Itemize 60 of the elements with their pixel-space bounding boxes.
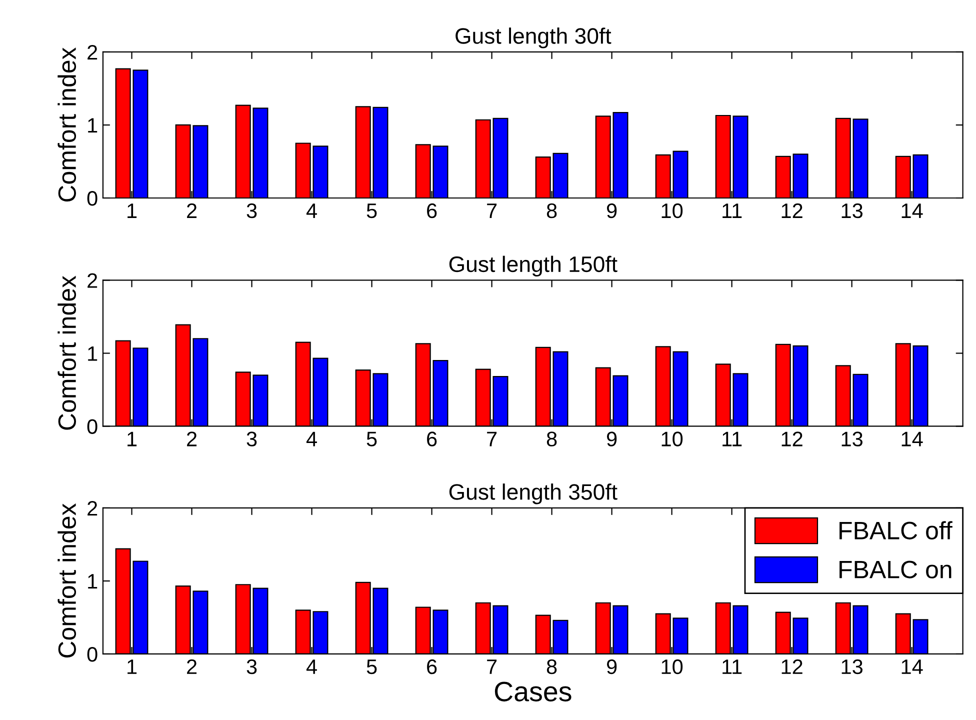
x-tick-label: 14 (902, 660, 923, 674)
chart-title: Gust length 150ft (449, 256, 618, 276)
x-tick-label: 9 (606, 203, 617, 218)
x-tick-label: 3 (246, 659, 257, 674)
legend-label: FBALC off (840, 521, 952, 540)
x-tick-label: 8 (546, 203, 557, 218)
x-tick-label: 13 (842, 659, 862, 674)
x-tick-label: 6 (427, 659, 437, 674)
x-tick-label: 10 (662, 432, 683, 446)
x-tick-label: 5 (366, 204, 377, 218)
y-tick-label: 0 (87, 646, 98, 662)
x-tick-label: 8 (546, 659, 557, 674)
y-tick-label: 1 (88, 346, 98, 361)
x-tick-label: 11 (722, 432, 742, 446)
x-tick-label: 12 (782, 659, 802, 674)
y-tick-label: 2 (88, 44, 98, 60)
x-tick-label: 6 (427, 432, 437, 446)
x-tick-label: 1 (128, 660, 137, 674)
x-tick-label: 4 (306, 660, 317, 674)
x-tick-label: 1 (128, 432, 137, 446)
y-axis-title: Comfort index (58, 276, 76, 430)
x-tick-label: 1 (128, 204, 137, 218)
chart-title: Gust length 30ft (456, 28, 612, 48)
x-tick-label: 4 (306, 432, 317, 446)
x-tick-label: 3 (246, 203, 257, 218)
y-tick-label: 2 (88, 500, 98, 516)
x-tick-label: 7 (487, 204, 497, 218)
x-tick-label: 5 (366, 432, 377, 446)
x-tick-label: 12 (782, 203, 802, 218)
x-tick-label: 9 (606, 659, 617, 674)
x-tick-label: 5 (366, 660, 377, 674)
x-tick-label: 14 (902, 204, 923, 218)
x-tick-label: 10 (662, 203, 683, 218)
x-tick-label: 7 (487, 660, 497, 674)
legend-label: FBALC on (840, 560, 952, 578)
chart-title: Gust length 350ft (449, 484, 618, 504)
x-tick-label: 2 (187, 659, 197, 674)
x-tick-label: 8 (546, 432, 557, 446)
x-tick-label: 6 (427, 203, 437, 218)
x-tick-label: 2 (187, 203, 197, 218)
y-tick-label: 1 (88, 118, 98, 133)
x-tick-label: 13 (842, 432, 862, 446)
x-tick-label: 11 (722, 204, 742, 218)
y-axis-title: Comfort index (58, 503, 76, 658)
x-tick-label: 14 (902, 432, 923, 446)
y-axis-title: Comfort index (58, 47, 76, 202)
x-tick-label: 10 (662, 659, 683, 674)
y-tick-label: 0 (87, 419, 98, 434)
y-tick-label: 1 (88, 574, 98, 589)
x-axis-title: Cases (494, 682, 572, 702)
x-tick-label: 9 (606, 432, 617, 446)
x-tick-label: 11 (722, 660, 742, 674)
x-tick-label: 3 (246, 432, 257, 446)
x-tick-label: 13 (842, 203, 862, 218)
x-tick-label: 7 (487, 432, 497, 446)
y-tick-label: 2 (88, 273, 98, 288)
x-tick-label: 2 (187, 432, 197, 446)
x-tick-label: 12 (782, 432, 802, 446)
x-tick-label: 4 (306, 204, 317, 218)
y-tick-label: 0 (87, 191, 98, 206)
